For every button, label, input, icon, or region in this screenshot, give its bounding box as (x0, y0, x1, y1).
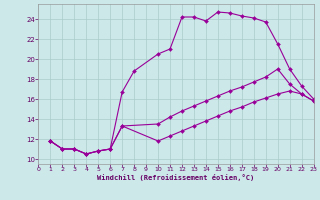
X-axis label: Windchill (Refroidissement éolien,°C): Windchill (Refroidissement éolien,°C) (97, 174, 255, 181)
